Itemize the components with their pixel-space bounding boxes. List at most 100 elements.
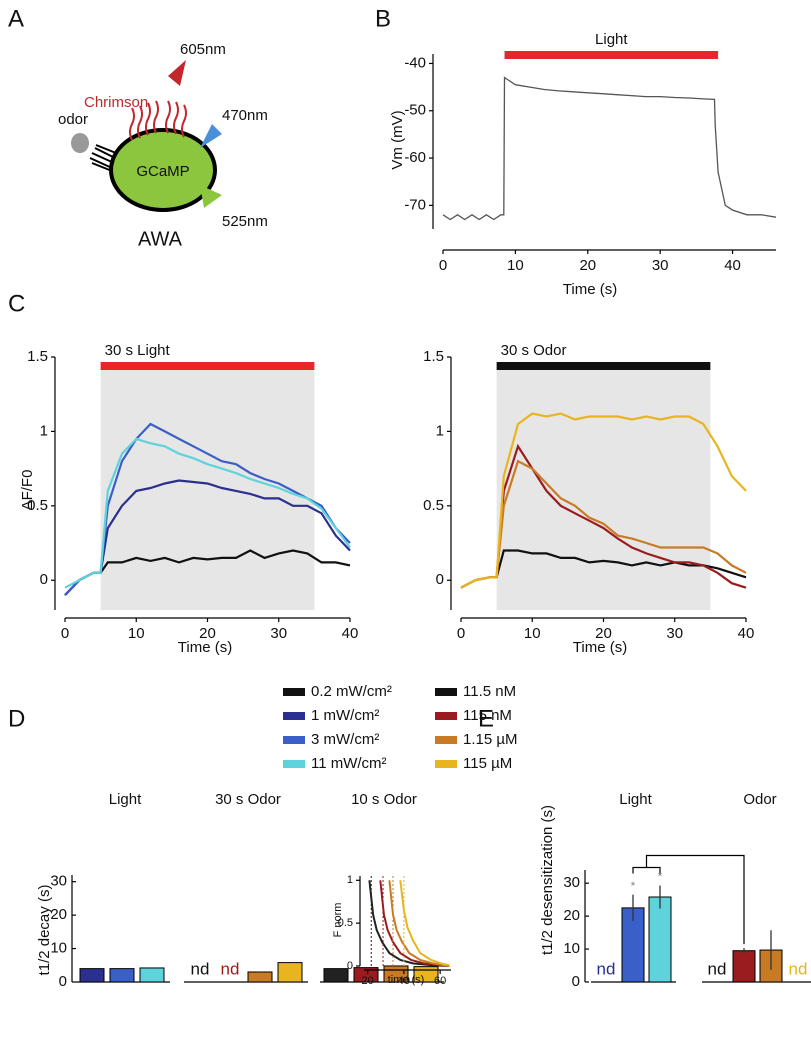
bar xyxy=(109,968,135,983)
label-605: 605nm xyxy=(180,41,226,58)
y-tick-label: 1 xyxy=(347,874,353,886)
y-tick-label: 0.5 xyxy=(338,917,353,929)
stimulus-bar xyxy=(496,362,711,370)
stimulus-shade xyxy=(496,370,711,610)
bar xyxy=(277,962,303,983)
x-tick-label: 60 xyxy=(434,975,446,987)
x-tick-label: 0 xyxy=(439,257,447,274)
x-tick-label: 40 xyxy=(342,625,359,642)
y-axis-label: Vm (mV) xyxy=(389,110,406,169)
y-tick-label: -60 xyxy=(404,149,426,166)
blue-light-arrow xyxy=(200,124,222,148)
y-tick-label: 1 xyxy=(40,422,48,439)
legend-label: 115 nM xyxy=(463,707,512,724)
y-tick-label: 0 xyxy=(572,973,580,990)
panel-letter: A xyxy=(8,5,24,32)
x-axis-label: Time (s) xyxy=(573,639,627,656)
panel-a: A 605nm Chrimson 470nm odor GCaMP 525nm … xyxy=(8,5,268,250)
y-axis-label: t1/2 decay (s) xyxy=(36,885,53,976)
series-line xyxy=(460,412,747,589)
nd-label: nd xyxy=(789,959,808,978)
group-title: Odor xyxy=(743,791,776,808)
y-axis-label: ΔF/F0 xyxy=(19,470,36,511)
y-tick-label: -50 xyxy=(404,102,426,119)
x-tick-label: 20 xyxy=(579,257,596,274)
legend-swatch xyxy=(283,688,305,696)
y-tick-label: 0.5 xyxy=(27,497,48,514)
legend-swatch xyxy=(435,688,457,696)
y-tick-label: 1 xyxy=(436,422,444,439)
series-line xyxy=(64,549,351,596)
y-tick-label: 0.5 xyxy=(423,497,444,514)
panel-letter: C xyxy=(8,290,25,317)
x-axis-label: time (s) xyxy=(388,974,425,986)
significance-bracket xyxy=(632,866,661,874)
nd-label: nd xyxy=(221,959,240,978)
trace xyxy=(442,76,777,221)
series-line xyxy=(64,437,351,589)
y-axis-label: F norm xyxy=(332,903,344,938)
y-tick-label: 20 xyxy=(50,906,67,923)
stimulus-label: 30 s Light xyxy=(105,342,171,359)
legend-label: 115 µM xyxy=(463,755,512,772)
x-tick-label: 10 xyxy=(524,625,541,642)
label-gcamp: GCaMP xyxy=(136,163,189,180)
legend-label: 1 mW/cm² xyxy=(311,707,379,724)
legend-swatch xyxy=(283,760,305,768)
panel-letter: E xyxy=(478,705,494,732)
series-line xyxy=(388,880,450,967)
series-line xyxy=(399,880,450,967)
group-title: 30 s Odor xyxy=(215,791,281,808)
label-odor: odor xyxy=(58,111,88,128)
x-tick-label: 20 xyxy=(595,625,612,642)
x-tick-label: 0 xyxy=(61,625,69,642)
x-tick-label: 40 xyxy=(724,257,741,274)
bar xyxy=(79,968,105,983)
y-axis-label: t1/2 desensitization (s) xyxy=(539,805,556,955)
legend-label: 1.15 µM xyxy=(463,731,518,748)
y-tick-label: 20 xyxy=(563,907,580,924)
odor-molecule xyxy=(71,133,89,153)
x-tick-label: 10 xyxy=(507,257,524,274)
x-tick-label: 10 xyxy=(128,625,145,642)
significance-bracket xyxy=(645,854,745,945)
stimulus-label: Light xyxy=(595,31,628,48)
red-light-arrow xyxy=(168,60,186,86)
y-tick-label: 30 xyxy=(50,873,67,890)
legend-swatch xyxy=(435,760,457,768)
panel-letter: D xyxy=(8,705,25,732)
group-title: Light xyxy=(109,791,142,808)
series-line xyxy=(460,549,747,589)
x-tick-label: 20 xyxy=(362,975,374,987)
odor-receptors xyxy=(89,144,117,172)
y-tick-label: 1.5 xyxy=(423,348,444,365)
group-title: Light xyxy=(619,791,652,808)
x-axis-label: Time (s) xyxy=(178,639,232,656)
x-tick-label: 40 xyxy=(738,625,755,642)
y-tick-label: -70 xyxy=(404,196,426,213)
panel-letter: B xyxy=(375,5,391,32)
nd-label: nd xyxy=(191,959,210,978)
nd-label: nd xyxy=(708,959,727,978)
y-tick-label: 10 xyxy=(50,940,67,957)
stimulus-bar xyxy=(504,51,719,59)
label-525: 525nm xyxy=(222,213,268,230)
label-chrimson: Chrimson xyxy=(84,94,148,111)
group-title: 10 s Odor xyxy=(351,791,417,808)
y-tick-label: -40 xyxy=(404,54,426,71)
chrimson-channels xyxy=(129,100,187,141)
x-tick-label: 40 xyxy=(398,975,410,987)
legend-swatch xyxy=(283,712,305,720)
green-light-arrow xyxy=(200,185,222,208)
y-tick-label: 0 xyxy=(347,960,353,972)
y-tick-label: 1.5 xyxy=(27,348,48,365)
legend-swatch xyxy=(435,712,457,720)
x-tick-label: 0 xyxy=(457,625,465,642)
y-tick-label: 30 xyxy=(563,874,580,891)
x-tick-label: 30 xyxy=(270,625,287,642)
y-tick-label: 0 xyxy=(59,973,67,990)
legend-label: 0.2 mW/cm² xyxy=(311,683,392,700)
x-tick-label: 30 xyxy=(666,625,683,642)
